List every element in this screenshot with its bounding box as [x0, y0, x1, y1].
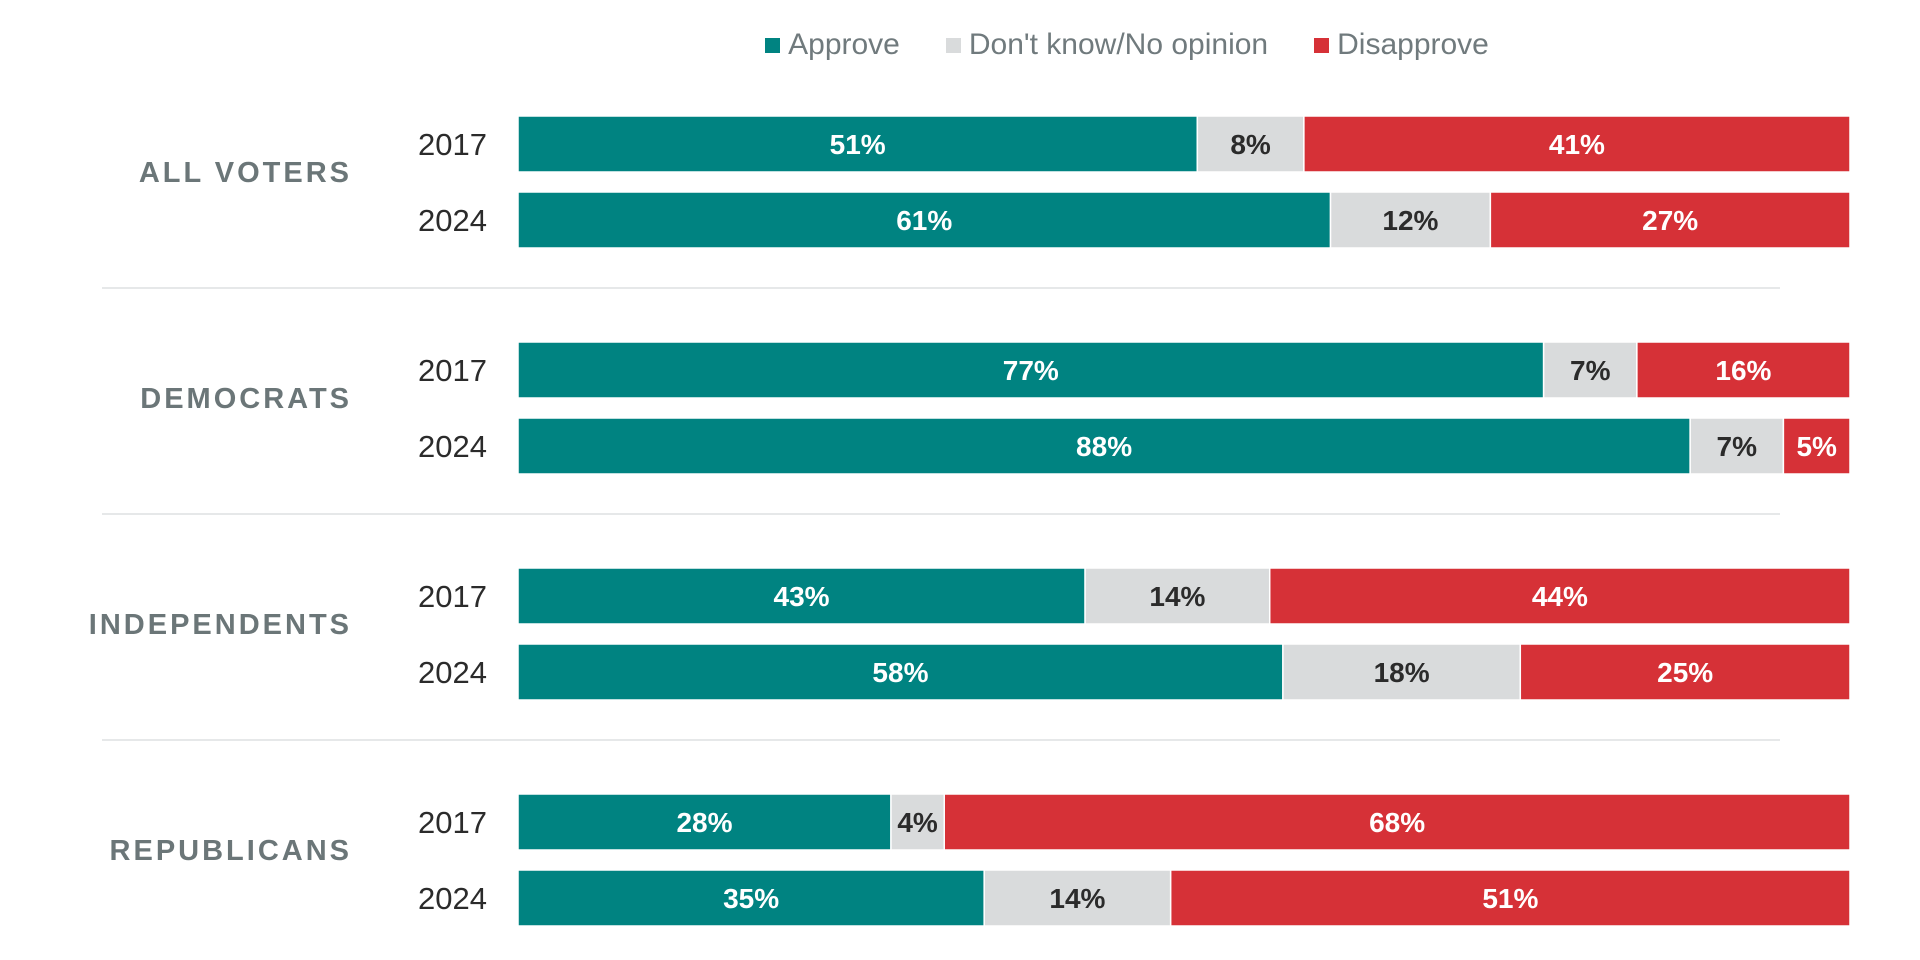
bar-segment: [943, 793, 1851, 851]
data-label: 68%: [1369, 807, 1425, 838]
legend-item: Approve: [765, 28, 900, 62]
bar-segment: [517, 567, 1086, 625]
data-label: 88%: [1076, 431, 1132, 462]
legend-swatch: [765, 37, 781, 53]
data-label: 58%: [872, 657, 928, 688]
group-label: DEMOCRATS: [140, 383, 352, 415]
data-label: 43%: [774, 581, 830, 612]
year-label: 2017: [418, 353, 487, 388]
data-label: 35%: [723, 883, 779, 914]
bar-segment: [983, 869, 1172, 927]
data-label: 41%: [1549, 129, 1605, 160]
bar-segment: [1268, 567, 1851, 625]
bar-segment: [517, 341, 1545, 399]
bar-segment: [1169, 869, 1851, 927]
year-label: 2024: [418, 655, 487, 690]
legend-label: Disapprove: [1337, 28, 1489, 61]
data-label: 51%: [830, 129, 886, 160]
year-label: 2024: [418, 429, 487, 464]
group-label: ALL VOTERS: [139, 157, 352, 189]
data-label: 28%: [676, 807, 732, 838]
data-label: 18%: [1374, 657, 1430, 688]
bar-segment: [1782, 417, 1851, 475]
group-label: INDEPENDENTS: [89, 609, 352, 641]
year-label: 2024: [418, 203, 487, 238]
bar-segment: [1689, 417, 1785, 475]
data-label: 27%: [1642, 205, 1698, 236]
bar-segment: [1542, 341, 1638, 399]
bar-segment: [517, 793, 892, 851]
bar-segment: [1303, 115, 1851, 173]
data-label: 14%: [1049, 883, 1105, 914]
data-label: 7%: [1717, 431, 1758, 462]
data-label: 12%: [1382, 205, 1438, 236]
bar-segment: [1636, 341, 1851, 399]
data-label: 44%: [1532, 581, 1588, 612]
data-label: 5%: [1796, 431, 1837, 462]
legend-item: Disapprove: [1314, 28, 1489, 62]
bar-segment: [1489, 191, 1851, 249]
legend-swatch: [945, 37, 961, 53]
legend-swatch: [1314, 37, 1330, 53]
data-label: 4%: [897, 807, 938, 838]
bar-segment: [517, 643, 1284, 701]
legend-item: Don't know/No opinion: [945, 28, 1269, 62]
data-label: 61%: [896, 205, 952, 236]
bar-segment: [1084, 567, 1271, 625]
legend-label: Approve: [788, 28, 900, 61]
legend-label: Don't know/No opinion: [968, 28, 1269, 61]
data-label: 16%: [1715, 355, 1771, 386]
bar-segment: [517, 417, 1691, 475]
data-label: 77%: [1003, 355, 1059, 386]
bar-segment: [1282, 643, 1522, 701]
chart-legend: Approve Don't know/No opinion Disapprove: [0, 28, 1920, 62]
bar-segment: [1519, 643, 1851, 701]
data-label: 25%: [1657, 657, 1713, 688]
data-label: 8%: [1230, 129, 1271, 160]
data-label: 51%: [1482, 883, 1538, 914]
data-label: 7%: [1570, 355, 1611, 386]
year-label: 2024: [418, 881, 487, 916]
year-label: 2017: [418, 127, 487, 162]
year-label: 2017: [418, 805, 487, 840]
group-label: REPUBLICANS: [110, 835, 352, 867]
bar-segment: [517, 869, 985, 927]
year-label: 2017: [418, 579, 487, 614]
data-label: 14%: [1149, 581, 1205, 612]
